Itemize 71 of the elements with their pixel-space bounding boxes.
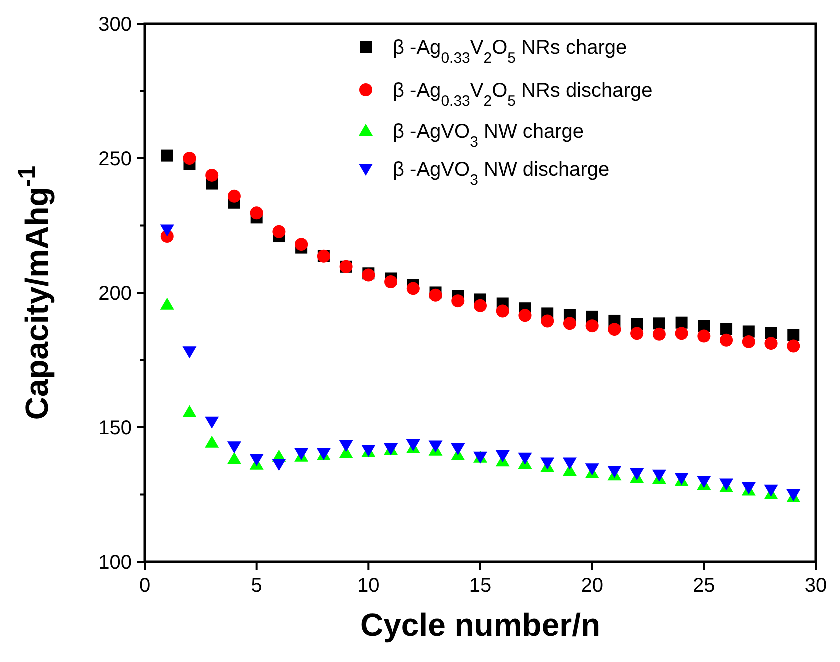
point [787,340,800,353]
point [764,484,778,497]
point [429,288,442,302]
point [406,282,420,296]
point [250,206,264,220]
legend-label: β -Ag$_{0.33}$V$_{2}$O$_{5}$ NRs discharge [393,80,653,110]
point [205,436,220,448]
x-axis-title: Cycle number/n [360,607,601,643]
point [630,468,644,480]
point [452,294,465,308]
point [206,168,219,182]
point [295,238,308,252]
point [764,337,778,350]
point [742,326,755,338]
point [742,335,756,348]
point [451,443,466,456]
point [160,224,174,237]
point [608,323,622,336]
point [227,452,242,464]
point [585,464,600,476]
point [720,323,733,336]
x-tick-label: 10 [358,575,380,597]
point [183,152,196,165]
point [228,190,241,203]
point [562,458,577,470]
point [160,298,174,310]
point [788,329,800,342]
point [630,327,644,340]
x-tick-label: 25 [693,575,716,597]
point [161,150,174,162]
legend-label: β -Ag$_{0.33}$V$_{2}$O$_{5}$ NRs charge [393,37,628,66]
y-tick-label: 150 [98,418,132,440]
point [653,318,666,330]
legend-label: β -AgVO$_{3}$ NW discharge [393,159,610,188]
point [205,416,220,429]
point [272,225,286,238]
point [720,334,734,347]
point [182,346,197,359]
x-tick-label: 5 [251,575,262,597]
point [518,452,532,465]
y-tick-label: 100 [98,552,132,574]
point [474,299,487,312]
point [339,440,354,452]
legend-label: β -AgVO$_{3}$ NW charge [393,121,584,150]
point [541,314,554,328]
y-tick-label: 300 [98,14,132,36]
point [676,316,688,329]
point [765,327,778,340]
point [608,466,622,478]
point [563,317,576,330]
point [182,405,197,418]
point [675,327,688,340]
point [698,330,711,343]
x-tick-label: 15 [469,575,492,597]
point [272,459,286,472]
point [496,450,510,462]
y-tick-label: 250 [98,148,132,170]
point [540,458,555,470]
y-tick-label: 200 [98,283,132,305]
x-tick-label: 0 [139,575,151,597]
x-tick-label: 30 [804,575,828,597]
point [496,304,510,318]
point [586,320,599,333]
x-tick-label: 20 [581,575,604,597]
point [518,309,532,322]
point [652,470,666,482]
point [250,454,264,466]
point [227,442,242,454]
point [652,328,666,341]
point [428,440,443,453]
point [384,275,398,288]
